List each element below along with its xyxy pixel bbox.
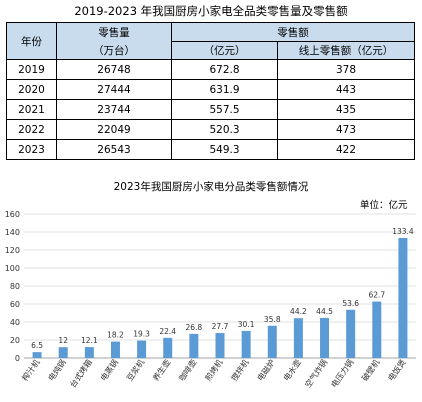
x-tick-label: 台式烤箱 — [67, 357, 94, 389]
cell-sales: 520.3 — [171, 119, 278, 140]
bar-chart: 0 20 40 60 80 100 120 140 160 6.5 榨汁机 12 电炖锅 12.1 台式烤箱… — [5, 210, 416, 389]
header-sales: 零售额 — [171, 22, 415, 42]
header-volume-unit: （万台） — [56, 41, 172, 60]
cell-online: 473 — [277, 119, 415, 140]
data-label: 133.4 — [392, 227, 414, 236]
header-volume: 零售量 — [56, 22, 172, 42]
header-year: 年份 — [6, 22, 57, 60]
chart-title: 2023年我国厨房小家电分品类零售额情况 — [113, 181, 309, 193]
data-label: 62.7 — [368, 291, 385, 300]
cell-online: 422 — [277, 139, 415, 160]
bar — [320, 317, 330, 358]
y-tick-label: 160 — [5, 210, 20, 219]
data-label: 18.2 — [107, 331, 124, 340]
bar — [58, 347, 68, 358]
x-tick-label: 养生壶 — [150, 357, 172, 382]
data-label: 6.5 — [31, 341, 43, 350]
bar — [215, 333, 225, 358]
bar — [293, 318, 303, 358]
y-tick-label: 60 — [10, 300, 20, 309]
header-sales-unit: （亿元） — [171, 41, 278, 60]
table-row: 2020 27444 631.9 443 — [6, 79, 415, 100]
cell-online: 443 — [277, 79, 415, 100]
x-tick-label: 电磁炉 — [255, 357, 277, 382]
table-title: 2019-2023 年我国厨房小家电全品类零售量及零售额 — [74, 4, 348, 18]
cell-sales: 631.9 — [171, 79, 278, 100]
y-tick-label: 40 — [10, 318, 20, 327]
cell-year: 2023 — [6, 139, 57, 160]
data-label: 22.4 — [159, 327, 176, 336]
table-row: 2023 26543 549.3 422 — [6, 139, 415, 160]
x-tick-label: 电压力锅 — [329, 357, 356, 389]
bar — [163, 337, 173, 358]
bar — [32, 352, 42, 358]
data-label: 35.8 — [264, 315, 281, 324]
data-label: 19.3 — [133, 330, 150, 339]
cell-online: 378 — [277, 59, 415, 80]
cell-volume: 23744 — [56, 99, 172, 120]
sales-table: 年份 零售量 零售额 （万台） （亿元） 线上零售额（亿元） 2019 26748… — [6, 22, 415, 160]
y-tick-label: 20 — [10, 336, 20, 345]
cell-sales: 672.8 — [171, 59, 278, 80]
bar — [110, 341, 120, 358]
data-label: 12.1 — [81, 336, 98, 345]
cell-online: 435 — [277, 99, 415, 120]
header-online: 线上零售额（亿元） — [277, 41, 415, 60]
bar — [372, 301, 382, 358]
bar — [346, 309, 356, 358]
cell-year: 2021 — [6, 99, 57, 120]
x-tick-label: 空气炸锅 — [303, 357, 330, 389]
cell-volume: 22049 — [56, 119, 172, 140]
data-label: 12 — [58, 336, 68, 345]
x-tick-label: 破壁机 — [359, 357, 381, 382]
x-tick-label: 电饭煲 — [386, 357, 408, 382]
bar — [84, 347, 94, 358]
cell-volume: 26543 — [56, 139, 172, 160]
cell-sales: 549.3 — [171, 139, 278, 160]
x-tick-label: 煎烤机 — [203, 357, 225, 382]
bar — [398, 237, 408, 358]
cell-volume: 27444 — [56, 79, 172, 100]
x-tick-label: 电蒸锅 — [98, 357, 120, 382]
data-label: 27.7 — [212, 322, 229, 331]
data-label: 26.8 — [186, 323, 203, 332]
y-tick-label: 140 — [5, 228, 20, 237]
cell-year: 2019 — [6, 59, 57, 80]
y-tick-label: 0 — [15, 354, 20, 363]
x-tick-label: 搅拌机 — [229, 357, 251, 382]
x-tick-label: 电水壶 — [281, 357, 303, 382]
bar — [267, 325, 277, 358]
cell-year: 2020 — [6, 79, 57, 100]
cell-year: 2022 — [6, 119, 57, 140]
x-tick-label: 豆浆机 — [124, 357, 146, 382]
cell-volume: 26748 — [56, 59, 172, 80]
x-tick-label: 咖啡壶 — [177, 357, 199, 382]
table-row: 2019 26748 672.8 378 — [6, 59, 415, 80]
x-tick-label: 榨汁机 — [20, 357, 42, 382]
unit-label: 单位：亿元 — [360, 200, 408, 211]
y-tick-label: 80 — [10, 282, 20, 291]
data-label: 44.2 — [290, 307, 307, 316]
bar — [137, 340, 147, 358]
table-row: 2021 23744 557.5 435 — [6, 99, 415, 120]
y-tick-label: 100 — [5, 264, 20, 273]
data-label: 44.5 — [316, 307, 333, 316]
bar — [241, 330, 251, 358]
table-body: 2019 26748 672.8 378 2020 27444 631.9 443 2021 23… — [6, 59, 415, 160]
data-label: 53.6 — [342, 299, 359, 308]
x-tick-label: 电炖锅 — [46, 357, 68, 382]
y-tick-label: 120 — [5, 246, 20, 255]
table-row: 2022 22049 520.3 473 — [6, 119, 415, 140]
cell-sales: 557.5 — [171, 99, 278, 120]
data-label: 30.1 — [238, 320, 255, 329]
bar — [189, 333, 199, 358]
